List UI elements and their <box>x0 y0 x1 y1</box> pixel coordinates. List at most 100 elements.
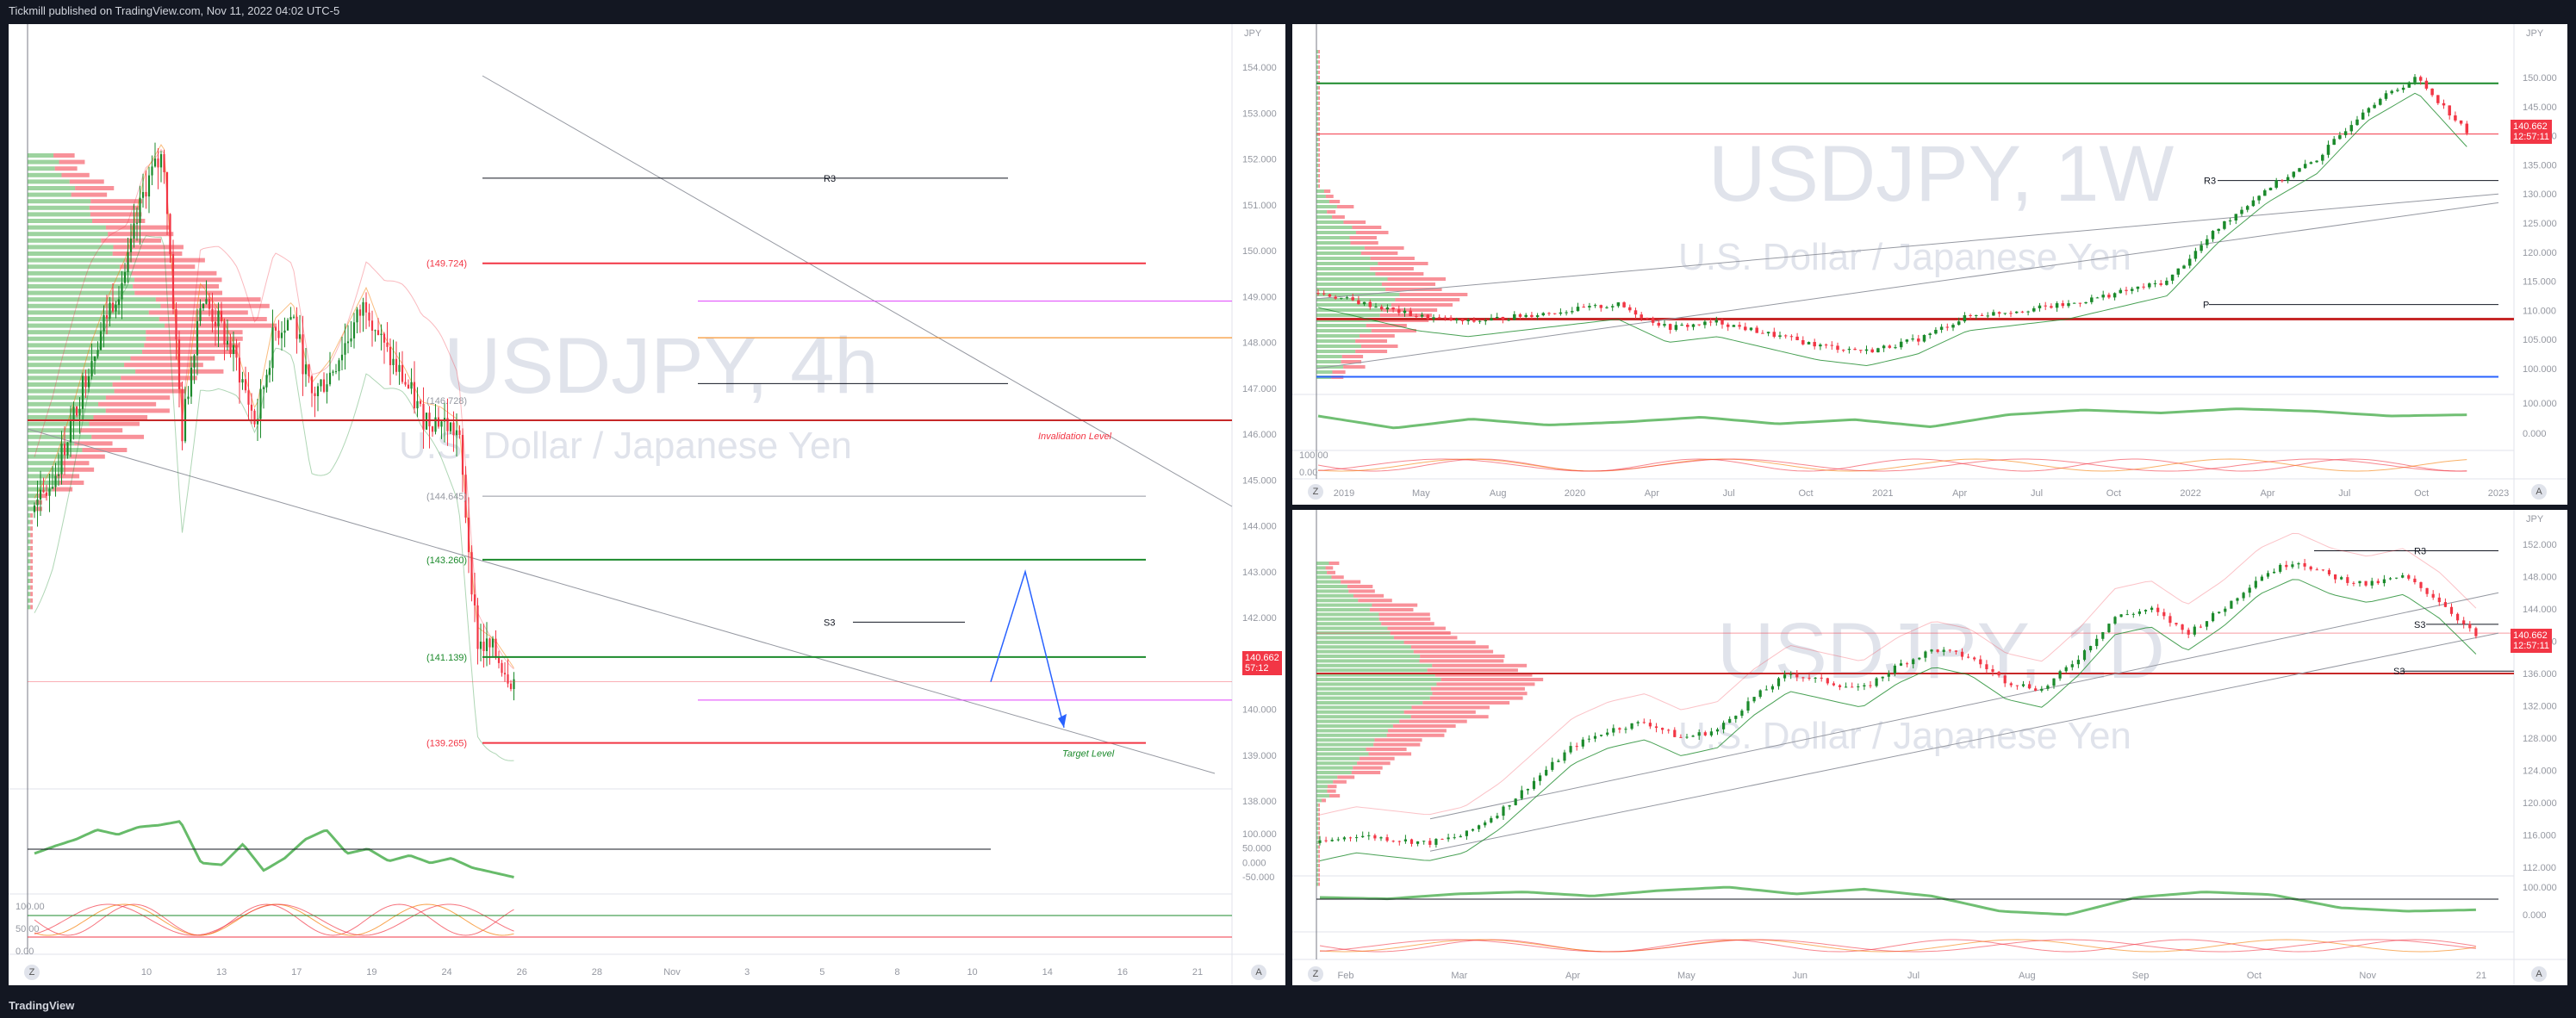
candle-body <box>2251 200 2256 207</box>
time-axis-label: 17 <box>291 967 302 978</box>
candle-body <box>2327 569 2331 574</box>
candle-body <box>235 345 238 358</box>
time-axis-label: 2019 <box>1334 488 1354 499</box>
candle-body <box>1599 305 1603 308</box>
candle-body <box>2459 120 2463 124</box>
candle-body <box>1642 722 1646 723</box>
volume-profile-bar <box>1381 622 1434 626</box>
volume-profile-bar <box>1316 112 1319 115</box>
candle-body <box>1870 349 1874 353</box>
candle-body <box>2431 593 2435 598</box>
volume-profile-bar <box>1353 766 1383 770</box>
candle-body <box>2212 612 2215 622</box>
volume-profile-bar <box>124 363 203 368</box>
candle-body <box>1552 313 1557 314</box>
chart-4h[interactable]: JPY 154.000 153.000 152.000 151.000 150.000 14… <box>9 24 1285 985</box>
candle-body <box>464 475 467 518</box>
volume-profile-bar <box>28 408 106 413</box>
volume-profile-bar <box>30 592 33 597</box>
stochastic-line <box>1317 458 2467 472</box>
candle-body <box>410 382 413 389</box>
candle-body <box>1443 317 1447 319</box>
volume-profile-bar <box>1323 189 1331 193</box>
candle-body <box>1789 673 1793 675</box>
volume-profile-bar <box>28 454 71 459</box>
time-axis-label: 13 <box>216 967 227 978</box>
volume-profile-bar <box>30 605 33 610</box>
volume-profile-bar <box>1318 91 1320 95</box>
volume-profile-bar <box>1316 719 1400 723</box>
moving-average <box>34 144 514 668</box>
candle-body <box>2193 251 2198 259</box>
candle-body <box>1466 320 1470 321</box>
price-axis-label: 115.000 <box>2523 277 2556 288</box>
volume-profile-bar <box>1316 91 1319 95</box>
volume-profile-bar <box>1316 210 1328 214</box>
candle-body <box>1948 649 1951 651</box>
volume-profile-bar <box>1337 775 1355 779</box>
volume-profile-bar <box>1318 107 1320 110</box>
candle-body <box>1726 324 1730 327</box>
candle-body <box>127 251 129 272</box>
currency-label: JPY <box>2526 28 2544 39</box>
candle-body <box>2021 684 2025 686</box>
volume-profile-bar <box>1316 267 1371 270</box>
goto-date-icon[interactable]: Z <box>24 965 40 980</box>
volume-profile-bar <box>1378 262 1428 265</box>
chart-panel-1d[interactable]: USDJPY, 1D U.S. Dollar / Japanese Yen JP… <box>1292 510 2567 985</box>
volume-profile-bar <box>75 186 115 190</box>
trend-channel <box>1316 202 2499 369</box>
candle-body <box>2286 177 2290 182</box>
candle-body <box>2274 180 2278 188</box>
candle-body <box>2076 660 2080 665</box>
volume-profile-bar <box>1316 334 1360 338</box>
volume-profile-bar <box>28 363 125 368</box>
candle-body <box>1657 322 1661 326</box>
candle-body <box>1820 677 1823 679</box>
candle-body <box>513 679 515 690</box>
candle-body <box>1814 677 1817 679</box>
volume-profile-bar <box>1318 112 1320 115</box>
candle-body <box>1963 315 1967 322</box>
candle-body <box>1397 841 1401 842</box>
auto-scale-icon[interactable]: A <box>2531 484 2547 500</box>
candle-body <box>51 487 54 489</box>
goto-date-icon[interactable]: Z <box>1308 966 1323 982</box>
candle-body <box>2199 626 2202 628</box>
candle-body <box>2131 613 2135 615</box>
volume-profile-bar <box>1360 345 1398 348</box>
time-axis-label: 24 <box>441 967 451 978</box>
candle-body <box>437 417 440 427</box>
volume-profile-bar <box>28 598 31 603</box>
level-label: (139.265) <box>426 739 467 749</box>
candle-body <box>376 330 380 335</box>
volume-profile-bar <box>1316 655 1421 658</box>
price-axis-label: 100.00 <box>16 902 45 912</box>
candle-body <box>434 417 437 432</box>
trend-channel <box>482 75 1233 507</box>
candle-body <box>1397 309 1401 313</box>
auto-scale-icon[interactable]: A <box>1251 965 1266 980</box>
volume-profile-bar <box>28 376 121 381</box>
volume-profile-bar <box>114 388 185 394</box>
volume-profile-bar <box>165 323 277 328</box>
volume-profile-bar <box>1316 766 1353 770</box>
volume-profile-bar <box>125 258 205 263</box>
goto-date-icon[interactable]: Z <box>1308 484 1323 500</box>
volume-profile-bar <box>1318 849 1320 854</box>
chart-1d[interactable]: JPY152.000148.000144.000140.000136.00013… <box>1292 510 2567 985</box>
volume-profile-bar <box>1316 76 1319 79</box>
auto-scale-icon[interactable]: A <box>2531 966 2547 982</box>
volume-profile-bar <box>1316 127 1319 131</box>
volume-profile-bar <box>1318 169 1320 172</box>
volume-profile-bar <box>1387 277 1446 281</box>
volume-profile-bar <box>1316 65 1319 69</box>
price-axis-label: 145.000 <box>2523 102 2557 113</box>
r3-label: R3 <box>2414 547 2426 557</box>
price-tag: 140.662 57:12 <box>1242 651 1282 675</box>
candle-body <box>109 302 111 319</box>
volume-profile-bar <box>1316 148 1319 152</box>
chart-panel-1w[interactable]: USDJPY, 1W U.S. Dollar / Japanese Yen JP… <box>1292 24 2567 505</box>
chart-panel-4h[interactable]: USDJPY, 4h U.S. Dollar / Japanese Yen JP… <box>9 24 1285 985</box>
chart-1w[interactable]: JPY150.000145.000140.000135.000130.00012… <box>1292 24 2567 505</box>
